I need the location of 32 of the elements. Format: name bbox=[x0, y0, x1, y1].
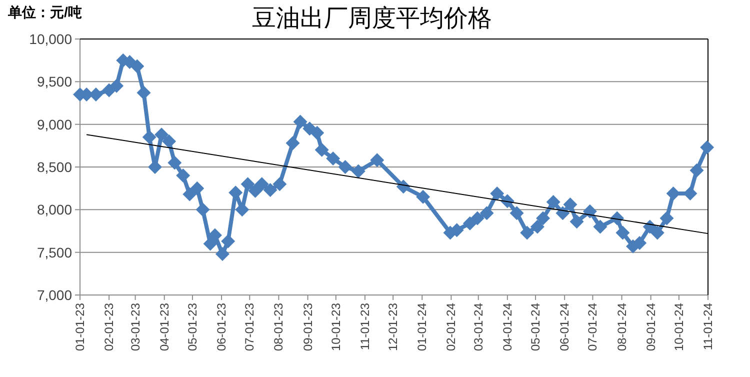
x-tick-label: 08-01-24 bbox=[614, 302, 629, 352]
x-tick-label: 10-01-23 bbox=[328, 302, 343, 352]
x-tick-label: 09-01-23 bbox=[300, 302, 315, 352]
x-tick-label: 01-01-24 bbox=[415, 302, 430, 352]
y-tick-label: 8,000 bbox=[36, 202, 72, 218]
x-tick-label: 05-01-24 bbox=[528, 302, 543, 352]
x-tick-label: 03-01-23 bbox=[128, 302, 142, 352]
x-tick-label: 02-01-24 bbox=[444, 302, 458, 352]
x-tick-label: 05-01-23 bbox=[185, 302, 200, 352]
x-tick-label: 11-01-23 bbox=[358, 302, 372, 350]
y-tick-label: 9,000 bbox=[36, 116, 72, 132]
x-tick-label: 07-01-24 bbox=[586, 302, 600, 352]
x-tick-label: 01-01-23 bbox=[73, 302, 87, 352]
x-tick-label: 11-01-24 bbox=[701, 302, 715, 350]
x-tick-label: 12-01-23 bbox=[386, 302, 400, 352]
x-tick-label: 07-01-23 bbox=[242, 302, 257, 352]
x-tick-label: 09-01-24 bbox=[644, 302, 658, 352]
x-tick-label: 04-01-23 bbox=[157, 302, 172, 352]
y-tick-label: 7,500 bbox=[36, 244, 72, 260]
x-tick-label: 03-01-24 bbox=[471, 302, 486, 352]
x-tick-label: 10-01-24 bbox=[672, 302, 686, 352]
text: 单位：元/吨 bbox=[7, 4, 82, 20]
x-tick-label: 08-01-23 bbox=[272, 302, 286, 352]
chart-title: 豆油出厂周度平均价格 bbox=[252, 5, 492, 32]
x-tick-label: 06-01-24 bbox=[558, 302, 572, 352]
y-tick-label: 7,000 bbox=[36, 287, 72, 303]
y-tick-label: 9,500 bbox=[36, 74, 72, 90]
x-tick-label: 06-01-23 bbox=[214, 302, 229, 352]
x-tick-label: 04-01-24 bbox=[500, 302, 514, 352]
y-tick-label: 10,000 bbox=[29, 31, 72, 47]
x-tick-label: 02-01-23 bbox=[102, 302, 116, 352]
y-tick-label: 8,500 bbox=[36, 159, 72, 175]
